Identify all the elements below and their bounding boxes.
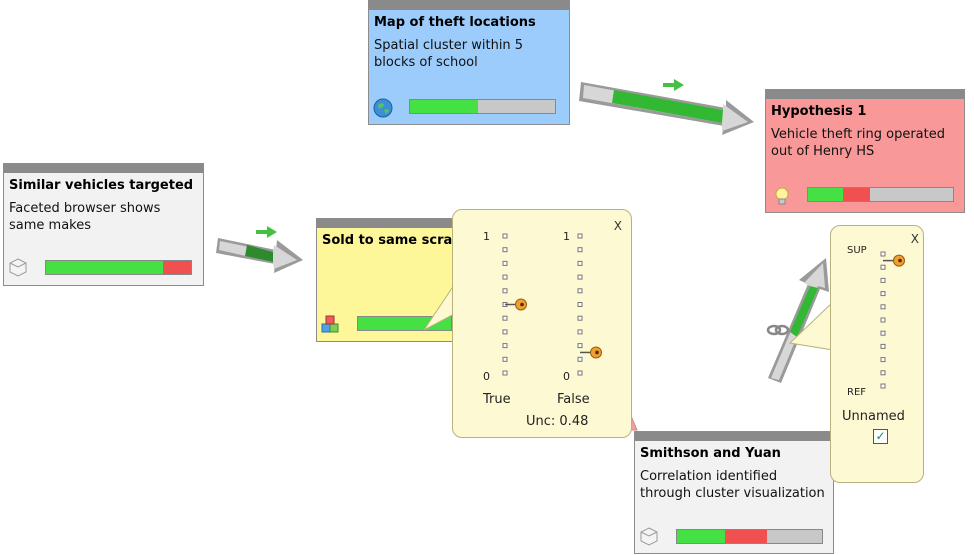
slider-tick: [502, 260, 508, 266]
link-popup: X SUP REF Unnamed ✓: [830, 225, 924, 483]
close-icon[interactable]: X: [910, 232, 919, 246]
node-smithson-and-yuan[interactable]: Smithson and Yuan Correlation identified…: [634, 431, 834, 554]
link-slider-handle[interactable]: [883, 254, 905, 267]
node-description: Correlation identified through cluster v…: [640, 469, 825, 501]
belief-popup: X 1 0 1 0 True False Unc: 0.48: [452, 209, 632, 438]
slider-tick: [502, 274, 508, 280]
node-description: Vehicle theft ring operated out of Henry…: [771, 127, 945, 159]
node-title: Similar vehicles targeted: [9, 178, 194, 193]
belief-bar-red: [842, 188, 871, 201]
node-header[interactable]: [317, 219, 515, 228]
slider-tick: [880, 383, 886, 389]
check-icon: ✓: [875, 429, 886, 443]
slider-tick: [577, 274, 583, 280]
slider-tick: [880, 251, 886, 257]
false-slider-handle[interactable]: [580, 346, 602, 359]
true-slider-handle[interactable]: [505, 298, 527, 311]
link-name: Unnamed: [842, 409, 905, 424]
slider-tick: [502, 356, 508, 362]
close-icon[interactable]: X: [613, 219, 622, 233]
slider-tick: [577, 247, 583, 253]
link-arrow-map-hypothesis[interactable]: [579, 82, 754, 135]
slider-tick: [577, 288, 583, 294]
link-checkbox[interactable]: ✓: [873, 429, 888, 444]
sup-label: SUP: [847, 245, 867, 256]
belief-bar: [807, 187, 954, 202]
node-title: Hypothesis 1: [771, 104, 867, 119]
belief-bar-green: [677, 530, 725, 543]
uncertainty-value: Unc: 0.48: [526, 414, 589, 429]
node-header[interactable]: [369, 1, 569, 10]
slider-tick: [502, 329, 508, 335]
link-arrow-smithson-hypothesis[interactable]: [768, 258, 829, 383]
slider-tick: [880, 357, 886, 363]
slider-tick: [577, 356, 583, 362]
slider-tick: [577, 343, 583, 349]
link-direction-arrow-icon: [663, 79, 684, 91]
false-slider-min-label: 0: [563, 370, 570, 383]
slider-tick: [880, 291, 886, 297]
node-header[interactable]: [4, 164, 203, 173]
cube-icon: [640, 527, 658, 546]
link-arrow-similar-sold[interactable]: [216, 238, 303, 273]
chain-link-icon[interactable]: [766, 324, 790, 336]
cube-icon: [9, 258, 27, 277]
true-slider-max-label: 1: [483, 230, 490, 243]
node-hypothesis-1[interactable]: Hypothesis 1 Vehicle theft ring operated…: [765, 89, 965, 213]
belief-bar-green: [358, 317, 451, 330]
globe-icon: [373, 98, 393, 118]
slider-tick: [880, 277, 886, 283]
slider-tick: [880, 264, 886, 270]
false-label: False: [557, 392, 590, 407]
slider-tick: [502, 370, 508, 376]
slider-tick: [502, 315, 508, 321]
slider-tick: [880, 304, 886, 310]
belief-bar-red: [724, 530, 767, 543]
belief-bar-green: [808, 188, 843, 201]
colored-cubes-icon: [321, 315, 339, 333]
link-direction-arrow-icon: [256, 226, 277, 238]
slider-tick: [502, 343, 508, 349]
slider-tick: [880, 343, 886, 349]
slider-tick: [880, 317, 886, 323]
slider-tick: [880, 330, 886, 336]
ref-label: REF: [847, 387, 867, 398]
lightbulb-icon: [775, 187, 789, 205]
node-header[interactable]: [766, 90, 964, 99]
belief-bar: [45, 260, 192, 275]
node-similar-vehicles-targeted[interactable]: Similar vehicles targeted Faceted browse…: [3, 163, 204, 286]
slider-tick: [880, 370, 886, 376]
slider-tick: [577, 370, 583, 376]
belief-bar-green: [410, 100, 479, 113]
node-title: Smithson and Yuan: [640, 446, 781, 461]
belief-bar: [409, 99, 556, 114]
link-strength-slider: [880, 251, 905, 389]
node-description: Faceted browser shows same makes: [9, 201, 161, 233]
slider-tick: [577, 260, 583, 266]
belief-bar-red: [163, 261, 191, 274]
slider-tick: [502, 233, 508, 239]
belief-bar: [676, 529, 823, 544]
false-slider-max-label: 1: [563, 230, 570, 243]
node-header[interactable]: [635, 432, 833, 441]
true-label: True: [483, 392, 511, 407]
slider-tick: [577, 315, 583, 321]
belief-bar-green: [46, 261, 164, 274]
slider-tick: [577, 329, 583, 335]
slider-tick: [502, 247, 508, 253]
node-title: Sold to same scrapyard: [322, 233, 495, 248]
node-title: Map of theft locations: [374, 15, 536, 30]
node-map-of-theft-locations[interactable]: Map of theft locations Spatial cluster w…: [368, 0, 570, 125]
slider-tick: [502, 288, 508, 294]
slider-tick: [577, 233, 583, 239]
node-description: Spatial cluster within 5 blocks of schoo…: [374, 38, 524, 70]
true-slider-min-label: 0: [483, 370, 490, 383]
belief-sliders: [502, 233, 602, 376]
slider-tick: [577, 302, 583, 307]
